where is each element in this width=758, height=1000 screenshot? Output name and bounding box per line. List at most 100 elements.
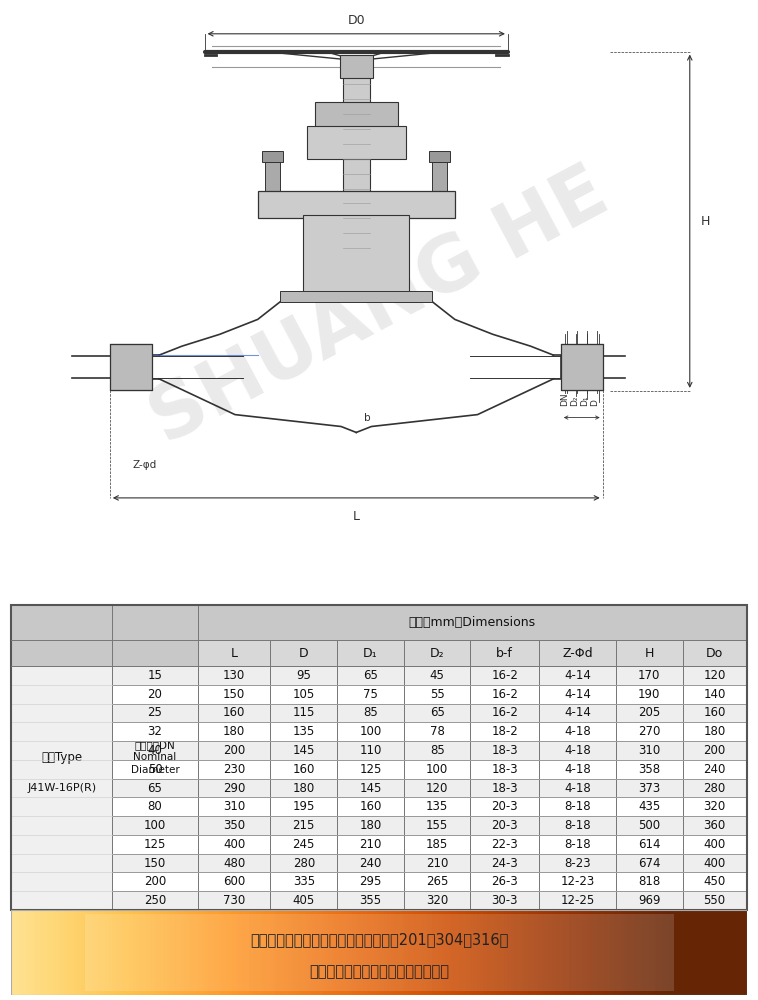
Text: 280: 280: [293, 857, 315, 870]
Text: 16-2: 16-2: [491, 669, 518, 682]
Bar: [198, 797, 271, 816]
Bar: [343, 75, 369, 290]
Text: 75: 75: [363, 688, 378, 701]
Text: 180: 180: [703, 725, 725, 738]
Text: 22-3: 22-3: [491, 838, 518, 851]
Bar: [404, 640, 471, 666]
Text: 230: 230: [223, 763, 245, 776]
Bar: [615, 797, 682, 816]
Bar: [539, 797, 615, 816]
Bar: [262, 193, 283, 203]
Bar: [615, 666, 682, 685]
Bar: [539, 854, 615, 872]
Text: 18-3: 18-3: [491, 782, 518, 794]
Bar: [337, 891, 404, 910]
Text: 型号Type: 型号Type: [41, 751, 83, 764]
Bar: [404, 854, 471, 872]
Bar: [615, 872, 682, 891]
Text: 170: 170: [638, 669, 660, 682]
Text: 85: 85: [363, 706, 377, 719]
Text: D0: D0: [347, 14, 365, 27]
Text: 50: 50: [148, 763, 162, 776]
Text: J41W-16P(R): J41W-16P(R): [27, 783, 96, 793]
Bar: [615, 891, 682, 910]
Text: 18-3: 18-3: [491, 763, 518, 776]
Bar: [337, 704, 404, 722]
Bar: [112, 854, 198, 872]
Bar: [615, 779, 682, 797]
Text: 180: 180: [293, 782, 315, 794]
Bar: [615, 704, 682, 722]
Text: 550: 550: [703, 894, 725, 907]
Text: 125: 125: [144, 838, 166, 851]
Text: 140: 140: [703, 688, 725, 701]
Text: 310: 310: [223, 800, 245, 813]
Bar: [198, 605, 747, 640]
Bar: [337, 685, 404, 704]
Bar: [280, 291, 432, 302]
Bar: [404, 760, 471, 779]
Bar: [11, 666, 112, 910]
Bar: [471, 891, 539, 910]
Bar: [682, 741, 747, 760]
Text: 4-14: 4-14: [564, 688, 590, 701]
Bar: [198, 835, 271, 854]
Text: 400: 400: [703, 857, 725, 870]
Text: 435: 435: [638, 800, 660, 813]
Text: 产品齐全大量现货，欢迎咋询下单。: 产品齐全大量现货，欢迎咋询下单。: [309, 964, 449, 979]
Bar: [112, 605, 198, 910]
Text: 270: 270: [638, 725, 660, 738]
Bar: [615, 854, 682, 872]
Text: 290: 290: [223, 782, 246, 794]
Text: Z-φd: Z-φd: [133, 460, 157, 470]
Bar: [539, 685, 615, 704]
Bar: [471, 666, 539, 685]
Bar: [539, 872, 615, 891]
Text: D₂: D₂: [570, 395, 579, 406]
Bar: [112, 779, 198, 797]
Bar: [271, 685, 337, 704]
Bar: [271, 640, 337, 666]
Bar: [271, 835, 337, 854]
Bar: [262, 151, 283, 162]
Bar: [198, 816, 271, 835]
Text: 360: 360: [703, 819, 725, 832]
Bar: [615, 835, 682, 854]
Text: 150: 150: [144, 857, 166, 870]
Text: 55: 55: [430, 688, 444, 701]
Bar: [112, 891, 198, 910]
Bar: [337, 816, 404, 835]
Text: 30-3: 30-3: [491, 894, 518, 907]
Bar: [471, 760, 539, 779]
Text: 310: 310: [638, 744, 660, 757]
Bar: [271, 854, 337, 872]
Bar: [682, 704, 747, 722]
Text: 110: 110: [359, 744, 381, 757]
Bar: [112, 685, 198, 704]
Text: 20-3: 20-3: [491, 800, 518, 813]
Text: 20-3: 20-3: [491, 819, 518, 832]
Bar: [198, 779, 271, 797]
Text: 4-14: 4-14: [564, 706, 590, 719]
Text: D₁: D₁: [363, 647, 377, 660]
Text: 280: 280: [703, 782, 725, 794]
Text: 8-18: 8-18: [564, 800, 590, 813]
Bar: [337, 835, 404, 854]
Bar: [303, 215, 409, 296]
Bar: [471, 854, 539, 872]
Text: 480: 480: [223, 857, 245, 870]
Bar: [271, 816, 337, 835]
Text: 614: 614: [638, 838, 660, 851]
Bar: [337, 797, 404, 816]
Bar: [539, 666, 615, 685]
Text: 215: 215: [293, 819, 315, 832]
Text: 355: 355: [359, 894, 381, 907]
Text: SHUANG HE: SHUANG HE: [138, 156, 620, 459]
Text: 160: 160: [703, 706, 725, 719]
Text: 12-23: 12-23: [560, 875, 594, 888]
Bar: [682, 666, 747, 685]
Text: 674: 674: [638, 857, 660, 870]
Text: 135: 135: [426, 800, 448, 813]
Text: 12-25: 12-25: [560, 894, 594, 907]
Bar: [471, 704, 539, 722]
